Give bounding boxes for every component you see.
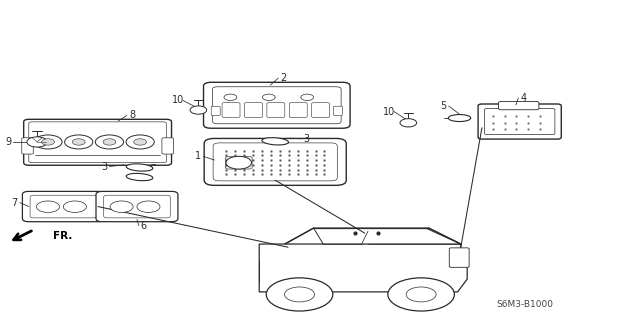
Circle shape [400,119,417,127]
FancyBboxPatch shape [312,103,330,117]
Circle shape [262,94,275,100]
FancyBboxPatch shape [22,191,104,222]
Ellipse shape [262,138,289,145]
Text: S6M3-B1000: S6M3-B1000 [496,300,554,309]
FancyBboxPatch shape [484,108,555,135]
Ellipse shape [448,115,471,122]
Circle shape [110,201,133,212]
FancyBboxPatch shape [162,138,173,154]
Circle shape [134,139,147,145]
Circle shape [126,135,154,149]
FancyBboxPatch shape [478,104,561,139]
Text: 7: 7 [12,197,18,208]
FancyBboxPatch shape [204,138,346,185]
Text: 2: 2 [280,73,287,83]
Circle shape [406,287,436,302]
Circle shape [103,139,116,145]
Text: 1: 1 [195,152,202,161]
Circle shape [36,201,60,212]
Text: 8: 8 [129,110,135,121]
FancyBboxPatch shape [449,248,469,267]
FancyBboxPatch shape [30,195,97,218]
FancyBboxPatch shape [211,106,220,115]
Ellipse shape [226,156,252,169]
FancyBboxPatch shape [213,143,337,181]
Ellipse shape [126,174,153,181]
FancyBboxPatch shape [212,87,341,124]
FancyBboxPatch shape [96,191,178,222]
FancyBboxPatch shape [222,103,240,117]
Circle shape [65,135,93,149]
Text: 4: 4 [520,93,527,103]
Text: 10: 10 [383,107,396,117]
Text: 6: 6 [141,220,147,231]
Circle shape [285,287,314,302]
Circle shape [27,137,47,147]
Circle shape [42,139,54,145]
Polygon shape [259,244,467,292]
FancyBboxPatch shape [24,119,172,165]
FancyBboxPatch shape [204,82,350,128]
Text: 10: 10 [172,95,184,106]
Circle shape [137,201,160,212]
Text: 3: 3 [101,161,108,172]
Circle shape [95,135,124,149]
Circle shape [72,139,85,145]
FancyBboxPatch shape [499,101,539,110]
FancyBboxPatch shape [244,103,262,117]
Text: FR.: FR. [53,231,72,241]
FancyBboxPatch shape [267,103,285,117]
Text: 5: 5 [440,101,447,111]
Circle shape [34,135,62,149]
Circle shape [266,278,333,311]
Circle shape [224,94,237,100]
FancyBboxPatch shape [289,103,307,117]
Circle shape [63,201,86,212]
FancyBboxPatch shape [22,138,33,154]
FancyBboxPatch shape [29,122,166,163]
Circle shape [190,106,207,114]
FancyBboxPatch shape [225,156,252,169]
FancyBboxPatch shape [104,195,170,218]
Circle shape [388,278,454,311]
FancyBboxPatch shape [333,106,342,115]
Text: 3: 3 [303,134,309,144]
Circle shape [301,94,314,100]
Text: 9: 9 [5,137,12,147]
Ellipse shape [126,164,153,171]
